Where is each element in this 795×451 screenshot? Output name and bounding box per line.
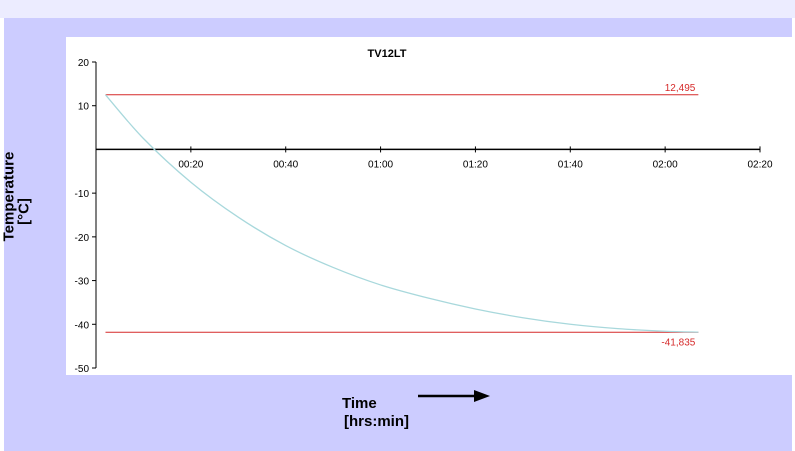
y-tick-label: -20 — [75, 233, 90, 244]
chart-title: TV12LT — [368, 48, 407, 60]
time-arrow-icon — [418, 390, 490, 402]
reference-line-label: 12,495 — [665, 83, 696, 94]
temperature-chart: TV12LT 20 10 -10 -20 -30 -40 -50 00:20 00:40 01:0… — [75, 48, 773, 375]
x-axis-label-line2: [hrs:min] — [344, 413, 409, 430]
x-axis-label-line1: Time — [342, 395, 377, 412]
y-axis-label-line2: [°C] — [15, 198, 33, 225]
temperature-series-line — [104, 94, 699, 333]
x-tick-label: 02:20 — [747, 159, 772, 170]
axes: 20 10 -10 -20 -30 -40 -50 00:20 00:40 01:00 01:20 0… — [75, 58, 773, 375]
reference-line-label: -41,835 — [661, 337, 695, 348]
y-tick-label: -10 — [75, 189, 90, 200]
top-band — [0, 0, 795, 18]
y-tick-label: 10 — [78, 102, 90, 113]
x-tick-label: 01:20 — [463, 159, 488, 170]
reference-lines: 12,495 -41,835 — [105, 83, 699, 348]
x-tick-label: 00:40 — [273, 159, 298, 170]
x-tick-label: 02:00 — [653, 159, 678, 170]
y-tick-label: -30 — [75, 277, 90, 288]
series-layer — [104, 94, 699, 333]
y-tick-label: 20 — [78, 58, 90, 69]
x-tick-label: 00:20 — [178, 159, 203, 170]
x-tick-label: 01:40 — [558, 159, 583, 170]
y-tick-label: -50 — [75, 364, 90, 375]
y-tick-label: -40 — [75, 320, 90, 331]
plot-area: TV12LT 20 10 -10 -20 -30 -40 -50 00:20 00:40 01:0… — [66, 37, 792, 375]
x-tick-label: 01:00 — [368, 159, 393, 170]
